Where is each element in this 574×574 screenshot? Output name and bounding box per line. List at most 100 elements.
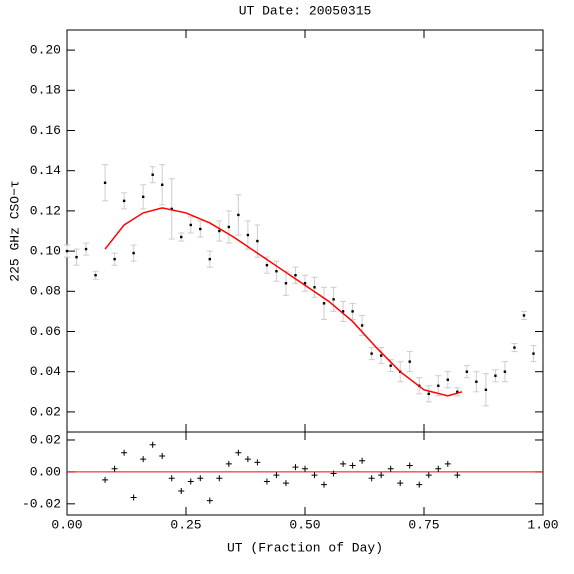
x-tick-label: 0.75 [408,517,439,532]
data-point [484,388,488,391]
residual-point [168,475,175,482]
data-point [427,392,430,396]
x-tick-label: 1.00 [527,517,558,532]
y-tick-label: 0.16 [30,123,61,138]
residual-point [282,480,289,487]
data-point [532,352,535,355]
residual-point [349,462,356,469]
data-point [113,257,116,261]
residual-point [178,488,185,495]
data-point [227,225,231,229]
residual-point [425,472,432,479]
x-tick-label: 0.25 [170,517,201,532]
residual-point [235,449,242,456]
data-point [446,378,449,381]
y-tick-label: 0.20 [30,43,61,58]
x-axis-label: UT (Fraction of Day) [227,540,383,555]
residual-point [378,472,385,479]
y-tick-label: 0.04 [30,364,61,379]
y-axis-label: 225 GHz CSO−τ [7,180,22,281]
residual-point [273,472,280,479]
plot-frame [66,431,544,516]
residual-point [111,465,118,472]
residual-point [121,449,128,456]
residual-point [206,497,213,504]
data-point [237,213,240,217]
residual-point [130,494,137,501]
data-point [208,257,211,261]
residual-point [454,472,461,479]
data-point [522,314,526,317]
y-tick-label: 0.12 [30,203,61,218]
data-point [294,274,297,277]
y-tick-label: -0.02 [22,496,61,511]
y-tick-label: 0.02 [30,432,61,447]
y-tick-label: 0.14 [30,163,61,178]
data-point [370,352,373,355]
residual-point [406,462,413,469]
y-tick-label: 0.18 [30,83,61,98]
data-point [84,247,88,251]
residual-point [187,478,194,485]
data-point [513,346,516,349]
data-point [494,374,497,377]
residual-point [197,475,204,482]
data-point [275,270,278,273]
data-point [341,310,345,313]
residual-point [159,452,166,459]
residual-point [292,464,299,471]
data-point [389,364,392,367]
data-point [332,298,335,301]
data-point [180,235,183,239]
data-point [189,223,192,227]
data-point [284,282,288,285]
data-point [132,251,135,255]
data-point [313,286,316,289]
residual-point [216,475,223,482]
data-point [437,384,440,387]
residual-point [302,465,308,472]
data-point [256,239,259,243]
y-tick-label: 0.10 [30,244,61,259]
data-point [170,207,173,211]
data-point [265,263,269,267]
data-point [75,255,78,259]
residual-point [102,476,109,483]
residual-point [149,441,156,448]
residual-point [416,481,423,488]
data-point [360,324,364,327]
fit-line [104,207,463,397]
data-point [246,233,250,237]
residual-point [263,478,270,485]
data-point [103,181,107,184]
residual-point [311,472,318,479]
residual-point [225,460,232,467]
data-point [303,282,307,285]
residual-point [435,465,442,472]
x-tick-label: 0.00 [51,517,82,532]
y-tick-label: 0.00 [30,464,61,479]
residual-point [368,475,375,482]
data-point [151,173,154,176]
residual-point [387,465,394,472]
data-point [218,229,221,233]
data-point [503,370,507,373]
residual-point [444,460,451,467]
data-point [351,310,354,313]
data-point [322,302,326,305]
data-point [65,249,69,253]
data-point [475,380,478,383]
residual-point [397,480,404,487]
x-tick-label: 0.50 [289,517,320,532]
data-point [199,227,202,231]
data-point [122,199,126,203]
residual-point [254,459,261,466]
residual-point [359,457,366,464]
residual-point [330,470,337,477]
y-tick-label: 0.06 [30,324,61,339]
data-point [456,390,459,393]
data-point [465,370,469,373]
residual-point [244,456,251,463]
